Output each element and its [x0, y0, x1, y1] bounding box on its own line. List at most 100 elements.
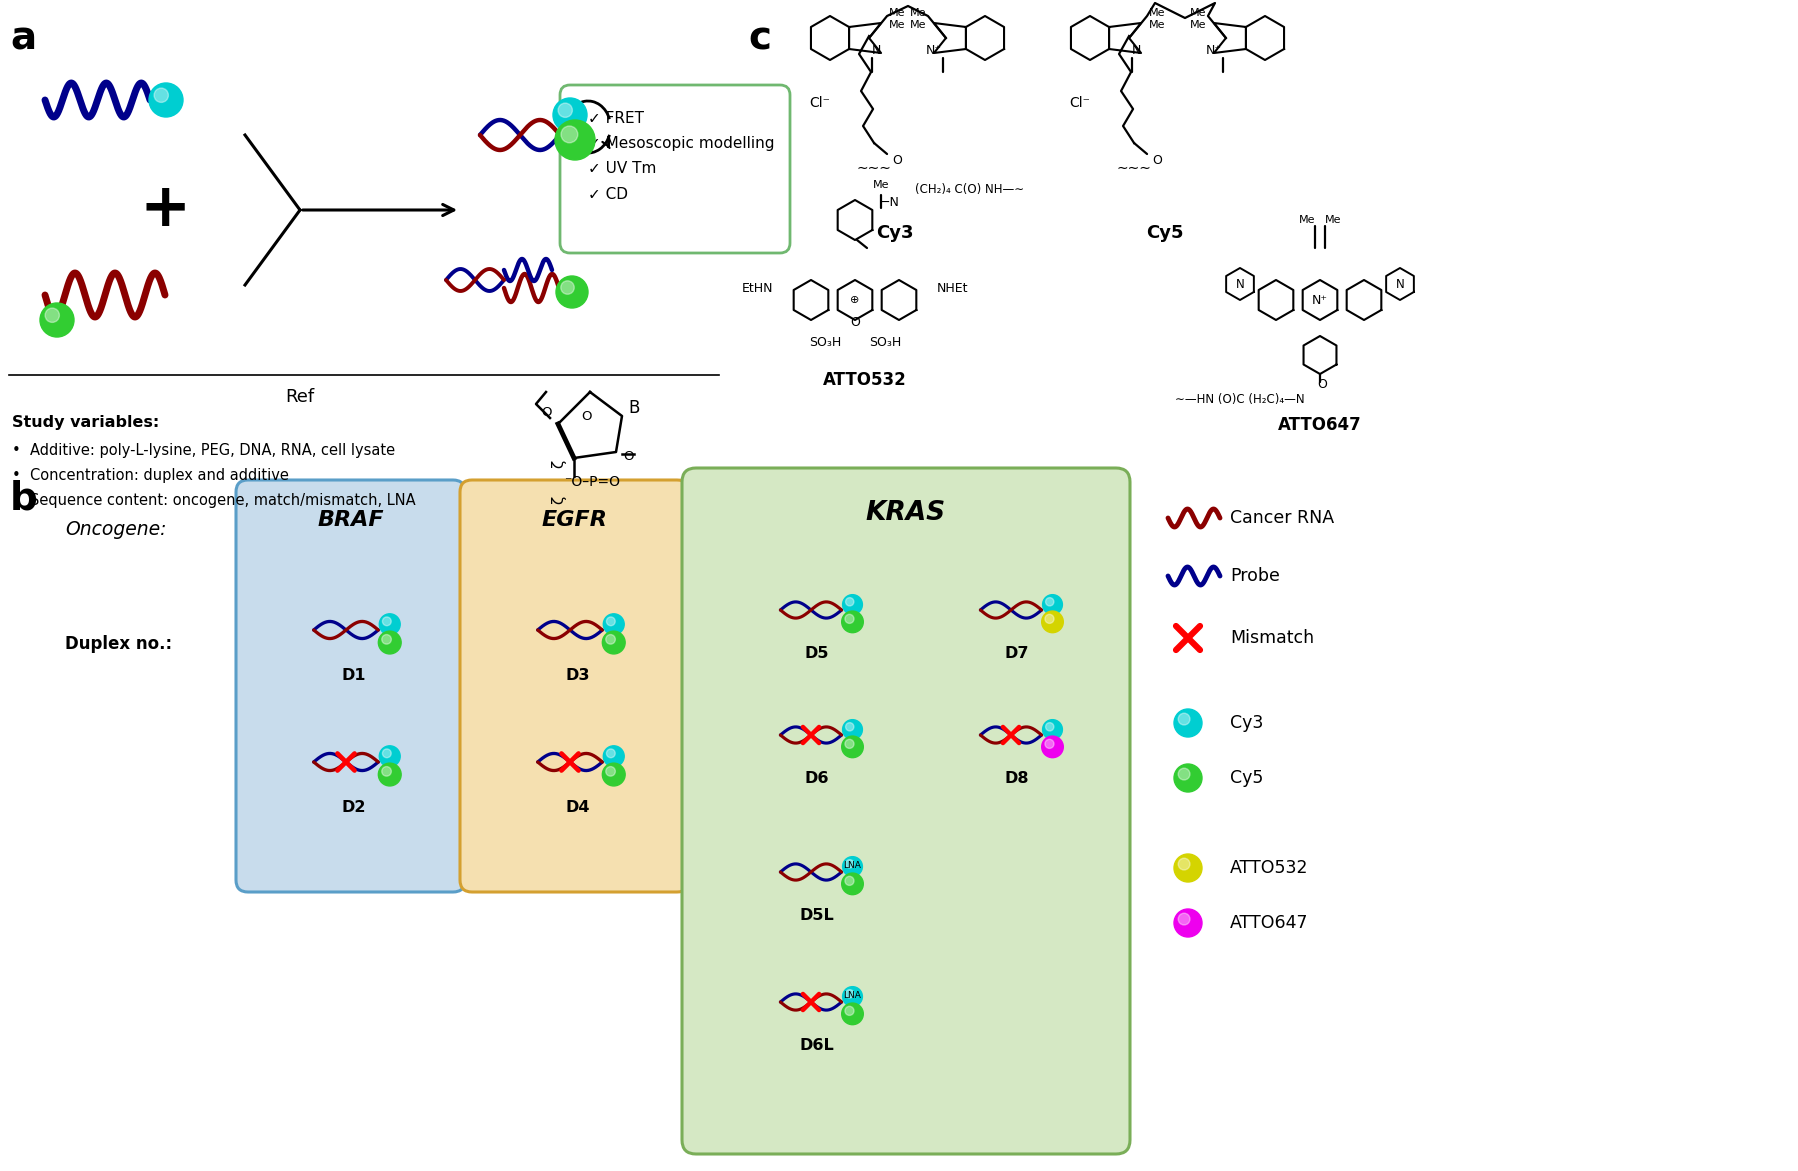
Circle shape — [1041, 611, 1063, 632]
Text: D2: D2 — [342, 800, 367, 815]
Circle shape — [1178, 713, 1190, 725]
Text: Ref: Ref — [286, 388, 315, 406]
Text: N⁺: N⁺ — [926, 43, 942, 56]
Circle shape — [845, 1006, 854, 1015]
Circle shape — [845, 989, 854, 998]
Text: ⊕: ⊕ — [850, 295, 859, 304]
Text: (CH₂)₄ C(O) NH—∼: (CH₂)₄ C(O) NH—∼ — [915, 184, 1025, 197]
Text: Cancer RNA: Cancer RNA — [1230, 509, 1334, 527]
Text: Me: Me — [1298, 215, 1314, 225]
Circle shape — [843, 595, 863, 615]
Text: N: N — [1133, 43, 1142, 56]
Circle shape — [381, 767, 392, 776]
Text: +: + — [140, 180, 191, 240]
Text: BRAF: BRAF — [316, 511, 383, 530]
Circle shape — [843, 987, 863, 1006]
Text: D7: D7 — [1005, 646, 1028, 660]
Circle shape — [379, 614, 401, 635]
Circle shape — [383, 617, 392, 625]
Text: EGFR: EGFR — [541, 511, 608, 530]
Text: D8: D8 — [1005, 771, 1028, 786]
Text: Me: Me — [1190, 20, 1206, 30]
FancyBboxPatch shape — [681, 468, 1129, 1153]
Text: LNA: LNA — [843, 991, 861, 1000]
Circle shape — [554, 98, 586, 132]
Text: Me: Me — [1149, 20, 1165, 30]
Circle shape — [381, 635, 392, 644]
Text: Cl⁻: Cl⁻ — [1070, 96, 1091, 110]
Text: Probe: Probe — [1230, 567, 1280, 586]
Circle shape — [1174, 854, 1203, 882]
Circle shape — [557, 103, 572, 117]
FancyBboxPatch shape — [460, 480, 689, 892]
Text: ATTO532: ATTO532 — [1230, 860, 1309, 877]
Text: Duplex no.:: Duplex no.: — [65, 635, 173, 653]
Text: ζ: ζ — [552, 460, 566, 468]
Circle shape — [378, 631, 401, 653]
Text: ✓ FRET
✓ Mesoscopic modelling
✓ UV Tm
✓ CD: ✓ FRET ✓ Mesoscopic modelling ✓ UV Tm ✓ … — [588, 111, 775, 201]
Text: ∼∼∼: ∼∼∼ — [856, 160, 892, 174]
Circle shape — [1178, 768, 1190, 780]
Circle shape — [602, 631, 626, 653]
Text: Me: Me — [872, 180, 890, 190]
Circle shape — [604, 614, 624, 635]
Circle shape — [845, 739, 854, 748]
Circle shape — [604, 746, 624, 767]
Circle shape — [1178, 858, 1190, 870]
Circle shape — [606, 767, 615, 776]
Circle shape — [1046, 597, 1054, 605]
Text: D5L: D5L — [800, 908, 834, 923]
FancyBboxPatch shape — [559, 85, 789, 253]
Text: Me: Me — [888, 8, 906, 18]
Text: Cy3: Cy3 — [1230, 714, 1264, 732]
Circle shape — [1045, 739, 1054, 748]
Text: •  Additive: poly-L-lysine, PEG, DNA, RNA, cell lysate
•  Concentration: duplex : • Additive: poly-L-lysine, PEG, DNA, RNA… — [13, 443, 415, 508]
Circle shape — [149, 83, 183, 117]
Text: D6: D6 — [806, 771, 829, 786]
Circle shape — [841, 737, 863, 758]
Text: O: O — [1153, 155, 1162, 167]
Circle shape — [602, 763, 626, 786]
Circle shape — [556, 119, 595, 160]
Text: Cl⁻: Cl⁻ — [809, 96, 831, 110]
Text: NHEt: NHEt — [937, 281, 969, 294]
Text: ATTO532: ATTO532 — [823, 371, 906, 389]
Text: KRAS: KRAS — [867, 500, 946, 526]
Text: B: B — [628, 399, 640, 417]
Circle shape — [378, 763, 401, 786]
Text: O: O — [541, 405, 552, 418]
Text: Study variables:: Study variables: — [13, 415, 160, 430]
Text: Cy5: Cy5 — [1147, 224, 1183, 242]
Text: Me: Me — [1190, 8, 1206, 18]
Text: ⁻O–P=O: ⁻O–P=O — [565, 475, 620, 489]
Text: c: c — [748, 20, 771, 59]
Text: O: O — [622, 450, 633, 463]
Circle shape — [841, 1004, 863, 1025]
Text: N⁺: N⁺ — [1313, 294, 1329, 307]
Circle shape — [1174, 909, 1203, 937]
Text: Cy5: Cy5 — [1230, 769, 1264, 787]
Text: ζ: ζ — [552, 495, 566, 505]
Text: N: N — [1395, 278, 1404, 290]
Circle shape — [843, 720, 863, 739]
Text: −N: −N — [879, 196, 899, 208]
Text: Me: Me — [1325, 215, 1341, 225]
Circle shape — [1046, 723, 1054, 731]
Text: SO₃H: SO₃H — [868, 336, 901, 349]
Circle shape — [606, 635, 615, 644]
Circle shape — [561, 126, 577, 143]
Circle shape — [845, 597, 854, 605]
Circle shape — [606, 617, 615, 625]
Text: N: N — [872, 43, 881, 56]
Circle shape — [1043, 720, 1063, 739]
Circle shape — [845, 860, 854, 868]
Text: N⁺: N⁺ — [1206, 43, 1223, 56]
Circle shape — [556, 276, 588, 308]
Text: EtHN: EtHN — [741, 281, 773, 294]
Text: Me: Me — [1149, 8, 1165, 18]
Text: O: O — [1318, 378, 1327, 391]
Circle shape — [606, 749, 615, 758]
Circle shape — [1174, 763, 1203, 792]
Text: D3: D3 — [566, 667, 590, 683]
Circle shape — [1043, 595, 1063, 615]
